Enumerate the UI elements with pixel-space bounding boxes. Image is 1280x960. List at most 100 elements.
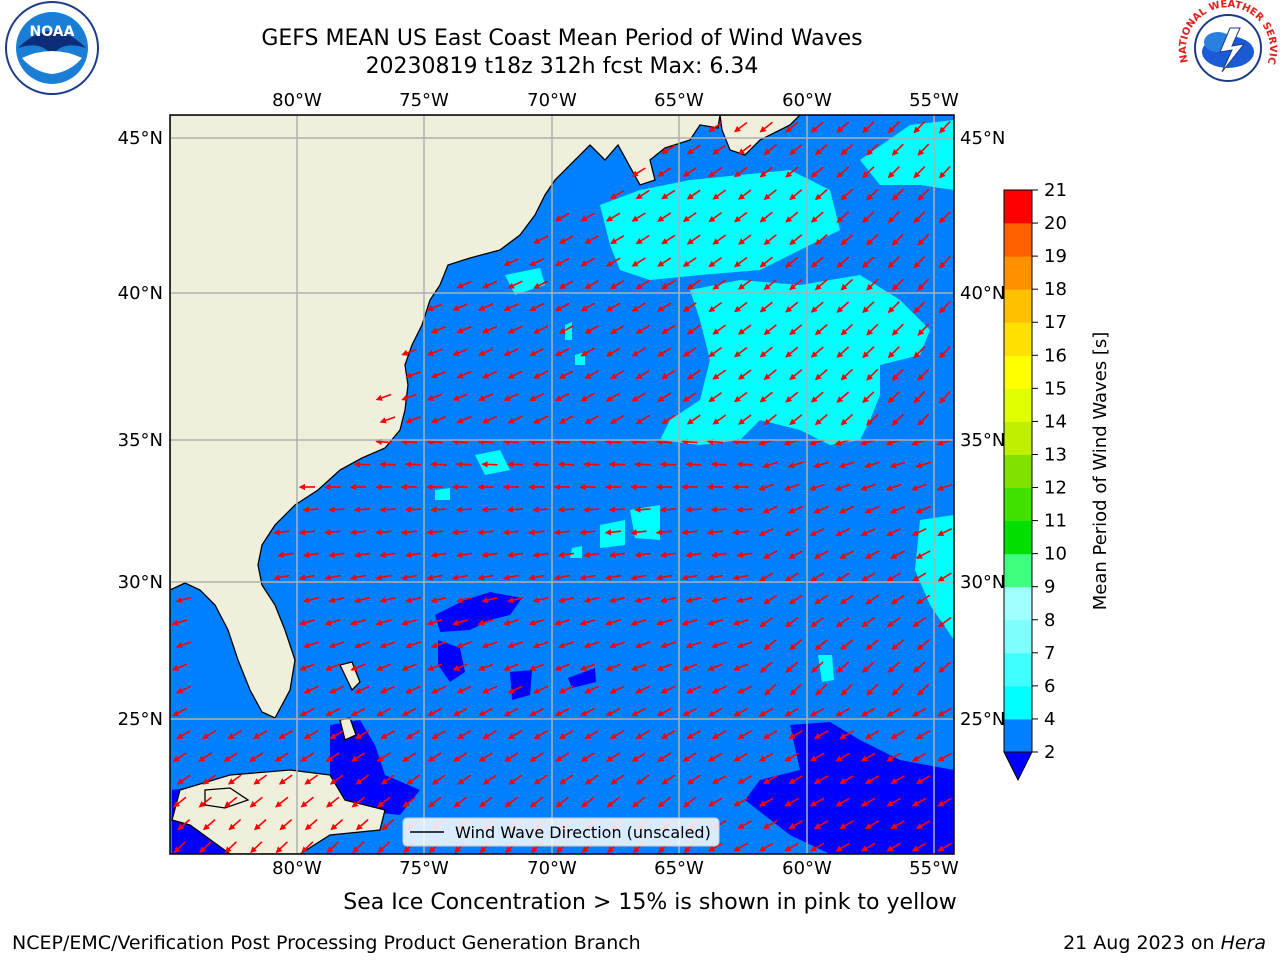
colorbar-tick-label: 9 [1044, 577, 1055, 598]
colorbar-tick-label: 2 [1044, 742, 1055, 763]
wind-arrow [605, 347, 621, 357]
wind-arrow [533, 685, 549, 694]
wind-arrow [784, 616, 799, 628]
wind-arrow [886, 616, 901, 628]
wind-arrow [706, 438, 724, 445]
wind-arrow [198, 752, 213, 762]
wind-arrow [685, 641, 702, 649]
wind-arrow [911, 752, 927, 762]
footer-date-text: 21 Aug 2023 on [1063, 932, 1221, 954]
wind-arrow [708, 211, 723, 223]
wind-arrow [707, 663, 723, 671]
wind-arrow [659, 551, 677, 559]
wind-arrow [634, 461, 651, 468]
colorbar-segment [1004, 454, 1032, 489]
wind-arrow [784, 527, 800, 537]
wind-arrow [814, 278, 828, 291]
wind-arrow [657, 752, 672, 762]
wind-arrow [634, 596, 651, 604]
lat-tick: 40°N [960, 283, 1005, 304]
wind-arrow [584, 774, 599, 785]
colorbar-segment [1004, 256, 1032, 290]
lat-tick: 40°N [118, 283, 163, 304]
wind-arrow [886, 797, 901, 807]
wind-arrow [377, 841, 390, 854]
wind-arrow [809, 483, 825, 491]
wind-arrow [917, 413, 930, 426]
wind-arrow [810, 346, 824, 358]
wind-arrow [529, 257, 545, 267]
wind-arrow [840, 683, 853, 696]
wind-arrow [173, 841, 186, 854]
wind-arrow [840, 323, 854, 336]
wind-arrow [300, 752, 315, 762]
wind-arrow [354, 641, 370, 649]
wind-arrow [682, 707, 697, 717]
wind-arrow [406, 774, 421, 785]
wind-arrow [711, 685, 727, 694]
wind-arrow [661, 414, 676, 425]
wind-arrow [886, 572, 901, 582]
wind-arrow [939, 165, 951, 179]
wind-arrow [939, 255, 951, 269]
wind-arrow [482, 685, 498, 694]
lat-tick: 35°N [118, 430, 163, 451]
wind-arrow [609, 685, 625, 694]
wind-arrow [911, 527, 927, 537]
wind-arrow [789, 189, 803, 201]
wind-arrow [866, 683, 879, 696]
wind-arrow [733, 752, 748, 762]
wind-arrow [917, 683, 930, 696]
wind-arrow [912, 572, 927, 582]
wind-arrow [860, 797, 876, 807]
wind-arrow [711, 775, 727, 784]
wind-arrow [708, 256, 723, 268]
wind-arrow [528, 663, 545, 671]
wind-arrow [405, 641, 421, 649]
wind-arrow [375, 393, 392, 401]
wind-arrow [634, 641, 651, 649]
wind-arrow [916, 639, 930, 651]
wind-arrow [890, 775, 905, 784]
wind-arrow [762, 550, 778, 559]
wind-arrow [529, 752, 544, 762]
wind-arrow [682, 752, 697, 762]
wind-arrow [580, 752, 595, 762]
wind-arrow [528, 438, 545, 445]
wind-arrow [835, 752, 850, 762]
wind-arrow [887, 391, 900, 404]
wind-arrow [891, 368, 904, 381]
wind-arrow [764, 683, 777, 696]
wind-arrow [657, 167, 672, 177]
wind-arrow [708, 346, 723, 358]
lon-tick: 70°W [527, 90, 577, 111]
wind-arrow [583, 551, 600, 559]
wind-arrow [533, 235, 549, 244]
wind-arrow [630, 529, 647, 536]
colorbar-tick-label: 18 [1044, 279, 1067, 300]
wind-arrow [250, 841, 263, 854]
wind-arrow [481, 506, 498, 513]
wind-arrow [579, 438, 596, 445]
wind-arrow [708, 391, 723, 403]
graticule [170, 115, 954, 854]
wind-arrow [886, 707, 901, 717]
wind-arrow [814, 233, 828, 246]
wind-arrow [529, 347, 545, 357]
wind-arrow [789, 369, 803, 381]
wind-arrow [838, 505, 855, 514]
wind-arrow [583, 641, 600, 649]
wind-arrow [813, 550, 829, 559]
wind-arrow [554, 257, 570, 267]
wind-arrow [659, 596, 676, 604]
wind-arrow [758, 797, 774, 807]
wind-arrow [912, 661, 926, 673]
wind-arrow [835, 707, 850, 717]
wind-arrow [632, 796, 646, 808]
wind-arrow [733, 166, 748, 178]
colorbar-segment [1004, 421, 1032, 455]
wind-arrow [503, 707, 519, 717]
wind-arrow [809, 752, 825, 762]
wind-arrow [763, 144, 777, 155]
wind-arrow [452, 707, 468, 717]
